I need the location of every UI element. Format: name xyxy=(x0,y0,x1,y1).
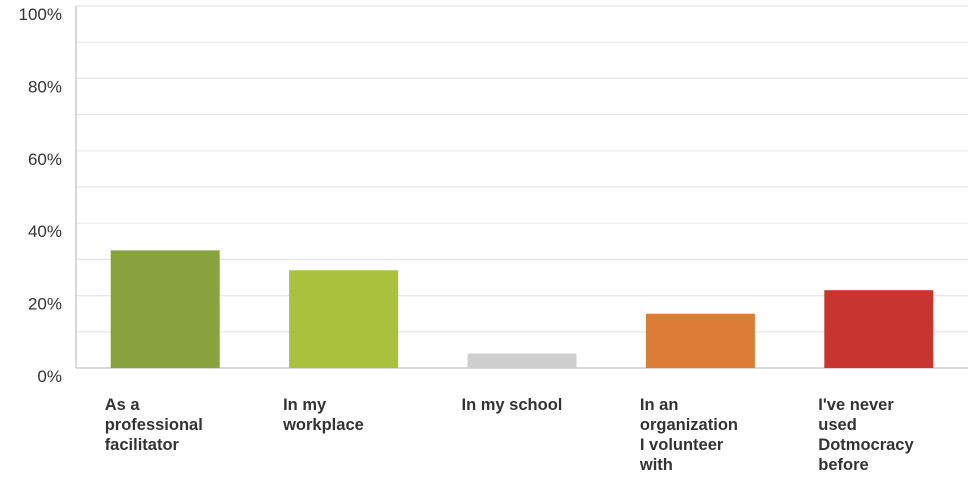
bar xyxy=(467,353,577,368)
x-tick-label-line: I've never xyxy=(818,396,894,414)
x-tick-label-line: In my school xyxy=(462,396,563,414)
y-tick-label: 20% xyxy=(28,295,62,314)
category-labels-layer: As a professional facilitator In my workplac… xyxy=(105,396,915,474)
x-tick-label-line: organization xyxy=(640,416,738,434)
bar xyxy=(289,270,399,368)
x-tick-label-line: As a xyxy=(105,396,141,414)
x-tick-label-line: In an xyxy=(640,396,679,414)
x-tick-label-line: In my xyxy=(283,396,327,414)
x-tick-label-line: facilitator xyxy=(105,436,180,454)
x-tick-label: I've never used Dotmocracy before xyxy=(818,396,914,474)
x-tick-label-line: Dotmocracy xyxy=(818,436,914,454)
x-tick-label-line: I volunteer xyxy=(640,436,724,454)
y-tick-label: 0% xyxy=(37,367,62,386)
x-tick-label-line: professional xyxy=(105,416,203,434)
bar xyxy=(645,313,755,368)
axis-layer: 0% 20% 40% 60% 80% 100% xyxy=(19,5,968,386)
bars-layer xyxy=(110,250,934,368)
bar xyxy=(824,290,934,368)
x-tick-label-line: workplace xyxy=(282,416,364,434)
y-tick-label: 40% xyxy=(28,222,62,241)
bar xyxy=(110,250,220,368)
x-tick-label: As a professional facilitator xyxy=(105,396,203,454)
y-tick-label: 100% xyxy=(19,5,62,24)
grid-layer xyxy=(76,5,968,333)
x-tick-label: In my workplace xyxy=(282,396,364,434)
x-tick-label: In my school xyxy=(462,396,563,414)
x-tick-label-line: used xyxy=(818,416,857,434)
y-tick-label: 60% xyxy=(28,150,62,169)
y-tick-label: 80% xyxy=(28,77,62,96)
x-tick-label-line: with xyxy=(639,456,673,474)
x-tick-label-line: before xyxy=(818,456,868,474)
x-tick-label: In an organization I volunteer with xyxy=(639,396,738,474)
